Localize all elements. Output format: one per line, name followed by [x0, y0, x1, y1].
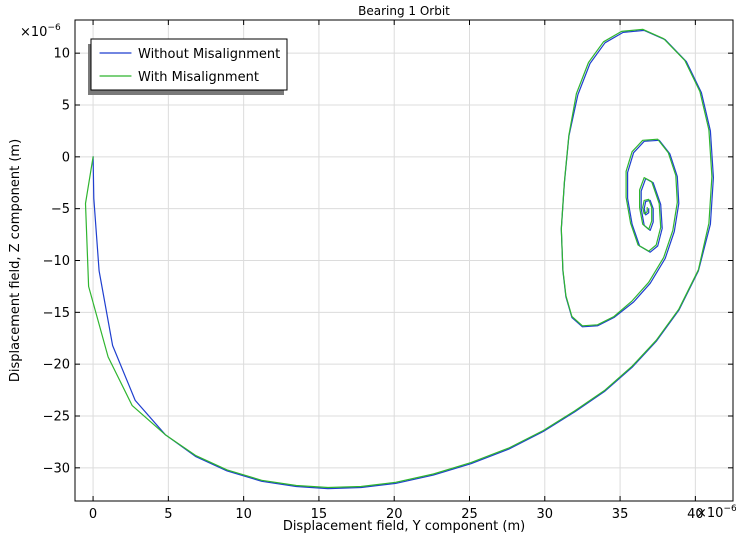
chart-title: Bearing 1 Orbit	[358, 4, 450, 18]
grid	[75, 20, 733, 501]
x-tick-label: 30	[537, 507, 554, 522]
series-line-with-misalignment	[84, 28, 713, 489]
y-tick-label: −10	[43, 254, 70, 269]
x-tick-label: 0	[89, 507, 97, 522]
y-tick-label: −15	[43, 306, 70, 321]
x-tick-label: 40	[687, 507, 704, 522]
y-tick-label: 10	[53, 47, 70, 62]
y-axis-multiplier: ×10−6	[20, 23, 61, 40]
legend-box	[90, 38, 288, 91]
x-tick-label: 15	[311, 507, 328, 522]
y-tick-label: 0	[62, 150, 70, 165]
y-tick-label: −25	[43, 409, 70, 424]
x-tick-label: 25	[461, 507, 478, 522]
tick-labels: 0 5 10 15 20 25 30 35 40 −30 −25 −20 −15 −10 −5 0 5 10	[43, 47, 704, 522]
x-axis-title: Displacement field, Y component (m)	[283, 519, 525, 534]
x-tick-label: 5	[164, 507, 172, 522]
series-layer	[84, 28, 715, 490]
x-tick-label: 10	[235, 507, 252, 522]
y-tick-label: −5	[51, 202, 70, 217]
y-tick-label: −30	[43, 461, 70, 476]
x-axis-multiplier: ×10−6	[696, 504, 736, 521]
legend-label-with-misalignment: With Misalignment	[138, 70, 259, 85]
x-tick-label: 35	[612, 507, 629, 522]
y-tick-label: 5	[62, 99, 70, 114]
legend: Without Misalignment With Misalignment	[88, 38, 288, 95]
x-tick-label: 20	[386, 507, 403, 522]
legend-label-without-misalignment: Without Misalignment	[138, 47, 280, 62]
y-axis-title: Displacement field, Z component (m)	[8, 139, 23, 382]
y-tick-label: −20	[43, 358, 70, 373]
ticks	[75, 20, 733, 501]
